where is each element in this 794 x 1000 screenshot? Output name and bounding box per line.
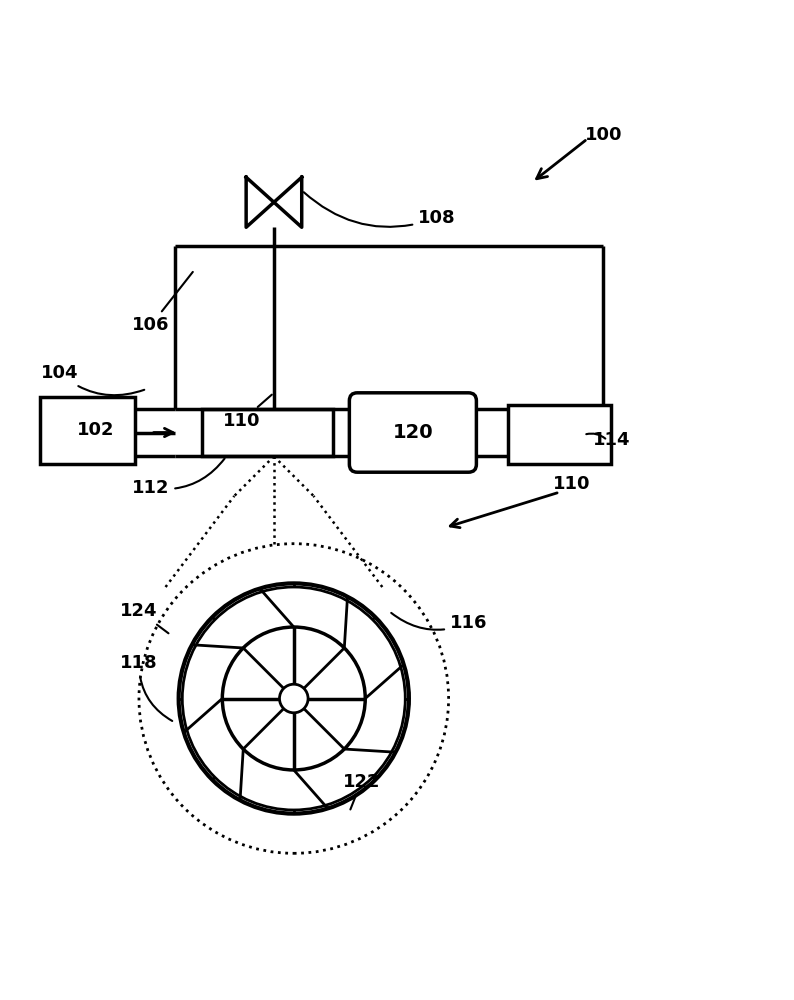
Text: 110: 110 [553,475,591,493]
Text: 124: 124 [120,602,168,633]
Text: 104: 104 [40,364,145,395]
Text: 120: 120 [392,423,434,442]
Text: 122: 122 [342,773,380,809]
Text: 114: 114 [592,431,630,449]
Bar [508,405,611,464]
FancyBboxPatch shape [349,393,476,472]
Bar [40,397,135,464]
Text: 118: 118 [120,654,172,721]
Text: 116: 116 [391,613,488,632]
Text: 108: 108 [304,192,456,227]
Text: 112: 112 [132,459,225,497]
Circle shape [279,684,308,713]
Text: 106: 106 [132,272,193,334]
Text: 102: 102 [76,421,114,439]
Text: 110: 110 [223,395,272,430]
Bar [202,409,333,456]
Text: 100: 100 [584,126,622,144]
